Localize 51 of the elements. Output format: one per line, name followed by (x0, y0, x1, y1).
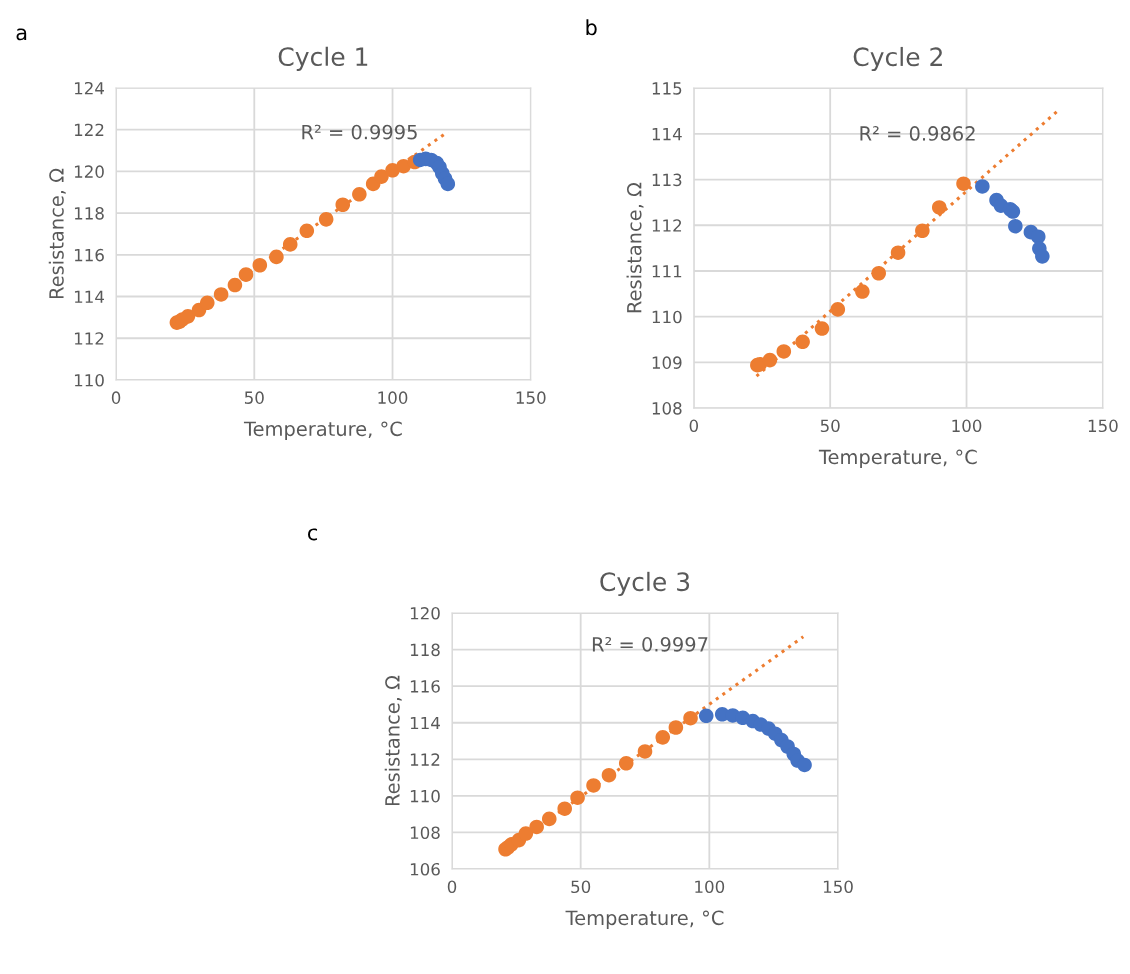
y-tick-label: 110 (410, 789, 440, 803)
y-tick-label: 112 (410, 753, 440, 766)
x-tick-label: 100 (952, 419, 982, 433)
chart-title: Cycle 1 (278, 46, 368, 71)
y-tick-label: 124 (74, 81, 104, 95)
y-axis-title: Resistance, Ω (626, 182, 644, 313)
y-tick-label: 106 (410, 862, 440, 876)
y-tick-label: 116 (410, 680, 440, 693)
annotation: R² = 0.9862 (860, 126, 975, 141)
chart-title: Cycle 3 (600, 571, 690, 597)
x-tick-label: 50 (571, 880, 591, 894)
annotation: R² = 0.9995 (302, 124, 417, 140)
y-tick-label: 110 (652, 310, 682, 324)
x-tick-label: 150 (1088, 419, 1118, 433)
y-tick-label: 113 (652, 173, 682, 187)
text: b (586, 19, 597, 36)
x-tick-label: 150 (823, 880, 853, 894)
x-tick-label: 0 (447, 880, 457, 894)
annotation: R² = 0.9997 (592, 636, 708, 652)
y-tick-label: 118 (74, 207, 104, 220)
y-tick-label: 112 (74, 332, 104, 345)
chart-title: Cycle 2 (853, 46, 942, 72)
y-tick-label: 108 (652, 402, 682, 415)
x-tick-label: 50 (820, 419, 840, 433)
x-axis-title: Temperature, °C (243, 421, 402, 440)
y-tick-label: 114 (74, 290, 104, 303)
y-axis-title: Resistance, Ω (384, 675, 402, 806)
y-tick-label: 108 (410, 826, 440, 840)
text: c (308, 528, 318, 541)
x-tick-label: 100 (378, 391, 408, 404)
y-axis-title: Resistance, Ω (48, 168, 66, 299)
y-tick-label: 112 (652, 219, 682, 232)
y-tick-label: 116 (74, 248, 104, 262)
x-tick-label: 50 (244, 391, 264, 404)
y-tick-label: 111 (652, 265, 682, 278)
x-axis-title: Temperature, °C (565, 910, 724, 929)
x-tick-label: 150 (516, 391, 546, 404)
x-tick-label: 0 (111, 391, 121, 404)
y-tick-label: 120 (410, 607, 440, 620)
y-tick-label: 115 (652, 82, 682, 95)
y-tick-label: 122 (74, 123, 104, 136)
y-tick-label: 120 (74, 165, 104, 178)
text: a (16, 28, 27, 41)
y-tick-label: 109 (652, 356, 682, 369)
y-tick-label: 114 (652, 128, 682, 141)
x-tick-label: 100 (695, 880, 725, 894)
x-axis-title: Temperature, °C (818, 449, 977, 469)
y-tick-label: 110 (74, 373, 104, 387)
y-tick-label: 114 (410, 716, 440, 730)
x-tick-label: 0 (689, 419, 699, 433)
y-tick-label: 118 (410, 643, 440, 657)
